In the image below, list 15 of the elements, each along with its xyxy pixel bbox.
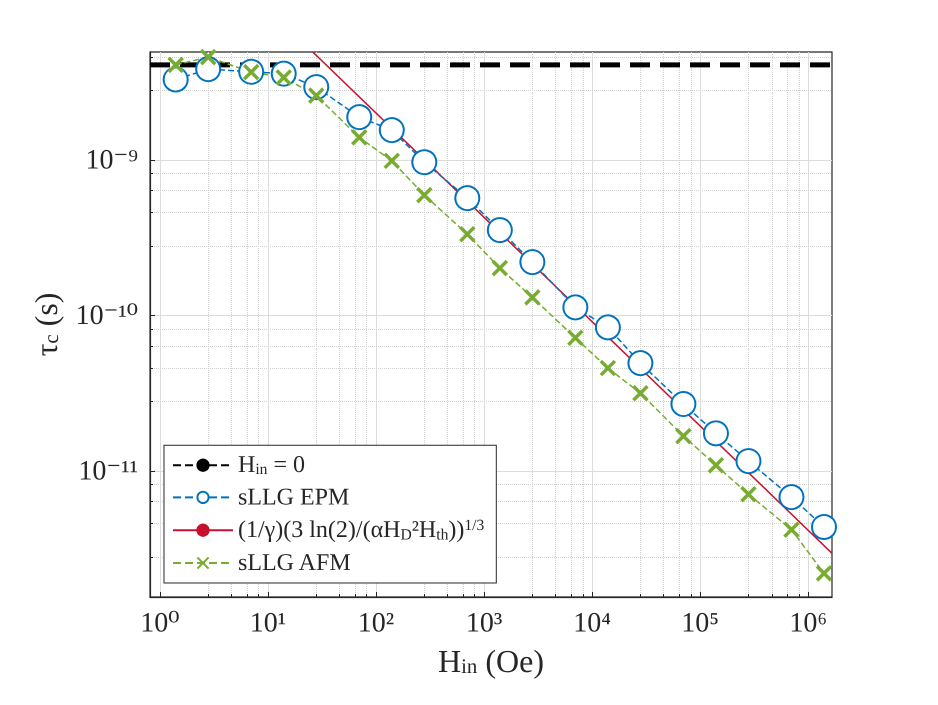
x-tick-label: 10³	[466, 608, 502, 638]
legend-label: sLLG AFM	[238, 550, 351, 576]
legend-label: Hin = 0	[238, 452, 306, 478]
x-tick-label: 10⁴	[573, 608, 611, 638]
x-tick-label: 10²	[358, 608, 394, 638]
x-axis-title: Hin (Oe)	[438, 643, 544, 680]
x-tick-label: 10⁰	[140, 608, 180, 638]
y-tick-label: 10⁻¹¹	[78, 456, 138, 487]
y-axis-title: τc (s)	[28, 292, 64, 356]
legend-label: sLLG EPM	[238, 484, 350, 510]
x-tick-label: 10¹	[250, 608, 286, 638]
x-tick-label: 10⁶	[789, 608, 828, 638]
y-tick-label: 10⁻⁹	[85, 144, 138, 176]
y-tick-label: 10⁻¹⁰	[76, 300, 138, 332]
x-tick-label: 10⁵	[681, 608, 720, 638]
